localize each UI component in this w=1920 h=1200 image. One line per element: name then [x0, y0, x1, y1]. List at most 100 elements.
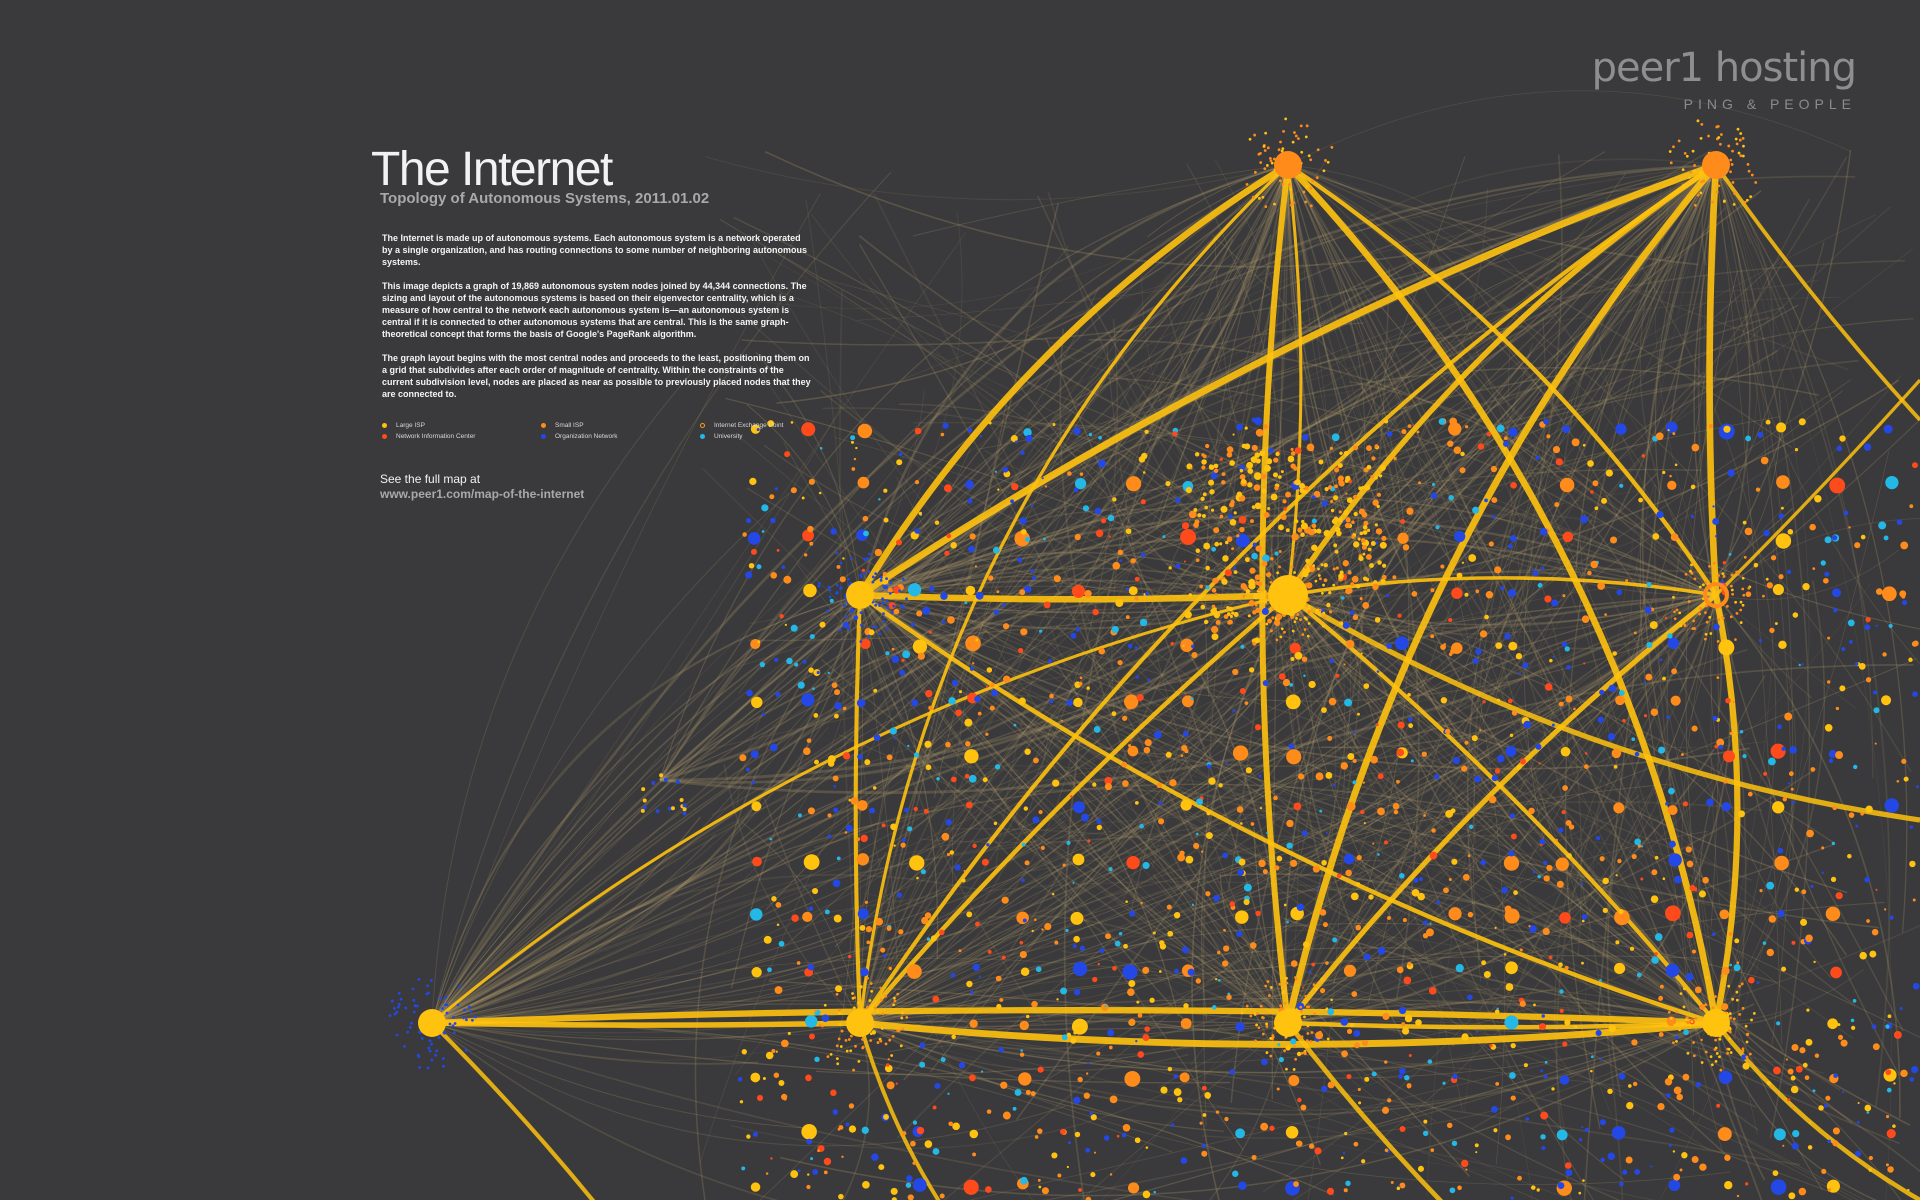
network-node [1705, 604, 1708, 608]
network-node [1349, 1022, 1355, 1028]
network-node [1700, 123, 1704, 126]
network-edge [1184, 386, 1717, 1024]
network-node [1115, 599, 1124, 608]
network-node [797, 1169, 801, 1173]
network-node [1352, 759, 1357, 764]
network-node [1342, 1152, 1346, 1155]
network-node [833, 807, 839, 813]
network-node [940, 1057, 946, 1063]
network-node [1330, 998, 1333, 1002]
network-node [1173, 912, 1181, 919]
network-node [812, 687, 815, 691]
network-node [1275, 451, 1280, 457]
network-node [1222, 852, 1229, 859]
network-node [1024, 748, 1031, 755]
network-edge [431, 830, 1113, 1024]
network-edge [1715, 164, 1811, 1139]
network-node [958, 1062, 966, 1069]
network-edge [859, 164, 1290, 597]
network-node [881, 823, 886, 828]
network-node [1741, 154, 1745, 158]
network-node [1370, 755, 1378, 764]
network-node [1019, 589, 1026, 596]
network-edge [1715, 164, 1893, 1200]
network-edge [1420, 594, 1717, 871]
network-node [1108, 1045, 1113, 1050]
network-node [1667, 1010, 1671, 1014]
network-node [1573, 707, 1576, 711]
network-node [1321, 624, 1325, 628]
network-node [963, 1179, 979, 1195]
network-node [1502, 440, 1509, 447]
network-node [1827, 1018, 1839, 1030]
network-node [1211, 604, 1216, 609]
network-node [1835, 892, 1843, 900]
network-node [1687, 600, 1691, 603]
network-node [1280, 514, 1287, 521]
network-node [844, 831, 848, 834]
network-node [1729, 615, 1733, 619]
network-node [1537, 874, 1541, 879]
network-node [1248, 578, 1256, 586]
network-node [750, 548, 757, 555]
network-edge [868, 278, 1289, 596]
network-node [1689, 569, 1692, 573]
network-node [1210, 508, 1215, 512]
network-edge [1287, 594, 1393, 832]
full-map-link[interactable]: www.peer1.com/map-of-the-internet [380, 487, 585, 501]
network-edge [659, 163, 1717, 781]
network-node [863, 557, 866, 561]
network-node [1126, 855, 1140, 870]
network-edge [859, 663, 1914, 1024]
network-node [1194, 519, 1200, 525]
network-edge [859, 585, 1531, 654]
network-node [910, 622, 915, 627]
peer1-logo[interactable]: peer1 hosting PING & PEOPLE [1592, 46, 1857, 112]
network-node [1203, 619, 1209, 625]
network-node [1778, 513, 1785, 519]
network-node [1692, 1041, 1695, 1044]
network-node [847, 1038, 851, 1041]
network-node [1307, 609, 1311, 613]
network-node [1504, 1015, 1519, 1030]
network-node [1899, 1007, 1903, 1010]
network-node [1140, 552, 1146, 558]
network-node [774, 657, 779, 662]
network-node [1126, 703, 1133, 710]
network-node [1011, 483, 1019, 491]
network-edge [431, 657, 922, 1024]
network-edge [1287, 156, 1466, 596]
network-node [859, 640, 863, 644]
network-node [417, 978, 421, 981]
network-node [1363, 822, 1366, 825]
network-node [1622, 1169, 1628, 1175]
network-node [1175, 497, 1181, 503]
network-node [1280, 627, 1284, 631]
network-node [1717, 618, 1721, 621]
network-node [860, 638, 871, 650]
network-node [965, 741, 971, 747]
network-node [1798, 418, 1806, 426]
network-node [1159, 943, 1167, 950]
network-node [1266, 458, 1273, 465]
network-node [1741, 576, 1745, 580]
network-node [1608, 1024, 1617, 1033]
network-node [850, 797, 859, 805]
network-edge [659, 164, 1289, 781]
network-node [1828, 749, 1837, 759]
network-node [965, 801, 973, 809]
network-node [1278, 1057, 1284, 1063]
network-node [1855, 824, 1859, 828]
description-paragraph: The graph layout begins with the most ce… [382, 353, 811, 399]
legend-item-network-information-center: Network Information Center [382, 432, 541, 440]
hub-edge [431, 1006, 1717, 1027]
network-node [978, 975, 982, 978]
network-node [1704, 1003, 1708, 1007]
network-node [1665, 905, 1681, 922]
network-node [1843, 510, 1849, 516]
network-node [1546, 864, 1553, 871]
network-node [1554, 502, 1560, 508]
network-node [456, 1003, 460, 1007]
network-node [824, 909, 830, 915]
network-node [1658, 995, 1664, 1001]
